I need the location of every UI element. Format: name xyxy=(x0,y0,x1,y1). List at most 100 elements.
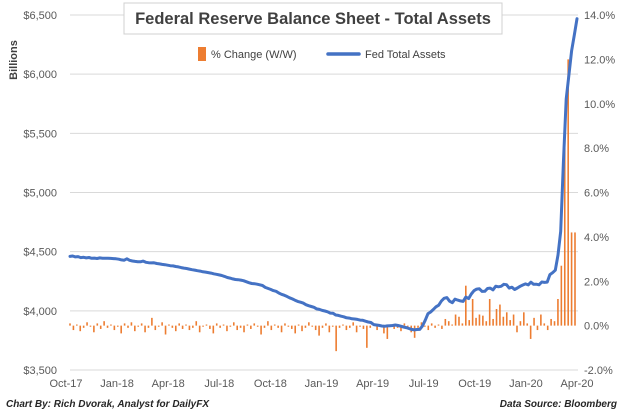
bar-pct-change xyxy=(229,325,232,327)
bar-pct-change xyxy=(420,322,423,326)
bar-pct-change xyxy=(505,312,508,326)
bar-pct-change xyxy=(437,324,440,326)
bar-pct-change xyxy=(99,325,102,329)
bar-pct-change xyxy=(253,323,256,326)
bar-pct-change xyxy=(557,299,559,326)
bar-pct-change xyxy=(212,325,215,334)
bar-pct-change xyxy=(215,323,218,326)
bar-pct-change xyxy=(574,232,576,326)
x-axis-ticks: Oct-17 Jan-18 Apr-18 Jul-18 Oct-18 Jan-19 Apr-… xyxy=(49,378,593,390)
bar-pct-change xyxy=(113,325,116,331)
bar-pct-change xyxy=(331,325,334,327)
bar-pct-change xyxy=(161,322,163,326)
bar-pct-change xyxy=(195,321,198,326)
bar-pct-change xyxy=(198,325,201,333)
legend: % Change (W/W) Fed Total Assets xyxy=(198,47,446,61)
right-tick-label: 12.0% xyxy=(584,54,615,66)
bar-pct-change xyxy=(570,232,573,326)
x-tick-label: Oct-19 xyxy=(458,378,491,390)
bar-pct-change xyxy=(495,308,498,326)
line-fed-total-assets xyxy=(68,17,579,332)
bar-pct-change xyxy=(267,321,269,326)
bar-pct-change xyxy=(468,320,471,326)
bar-pct-change xyxy=(403,323,406,326)
bar-pct-change xyxy=(144,325,146,333)
bar-pct-change xyxy=(321,325,324,328)
data-source: Data Source: Bloomberg xyxy=(500,399,617,410)
bar-pct-change xyxy=(478,314,481,326)
chart-credit: Chart By: Rich Dvorak, Analyst for Daily… xyxy=(6,399,210,410)
right-tick-label: -2.0% xyxy=(584,365,613,377)
bar-pct-change xyxy=(72,325,75,331)
bar-pct-change xyxy=(226,325,228,332)
bar-pct-change xyxy=(335,325,337,352)
bar-pct-change xyxy=(110,324,112,326)
bar-pct-change xyxy=(465,285,467,326)
legend-swatch-pct-change xyxy=(198,47,206,61)
x-tick-label: Jul-18 xyxy=(204,378,234,390)
bar-pct-change xyxy=(168,324,170,326)
right-tick-label: 4.0% xyxy=(584,232,609,244)
left-tick-label: $6,500 xyxy=(23,10,57,22)
bar-pct-change xyxy=(86,322,88,326)
bar-pct-change xyxy=(427,325,430,331)
bar-pct-change xyxy=(76,324,78,326)
bar-pct-change xyxy=(137,325,140,327)
bar-pct-change xyxy=(454,314,457,326)
bar-pct-change xyxy=(458,316,460,326)
bar-pct-change xyxy=(369,325,372,328)
bar-pct-change xyxy=(355,325,358,333)
bar-pct-change xyxy=(533,317,535,326)
bar-series-pct-change xyxy=(69,59,576,352)
bar-pct-change xyxy=(140,323,143,326)
bar-pct-change xyxy=(103,321,105,326)
bar-pct-change xyxy=(280,325,283,333)
bar-pct-change xyxy=(553,321,556,326)
right-tick-label: 6.0% xyxy=(584,188,609,200)
bar-pct-change xyxy=(366,325,368,348)
bar-pct-change xyxy=(352,322,355,326)
bar-pct-change xyxy=(205,324,208,326)
bar-pct-change xyxy=(96,323,99,326)
bar-pct-change xyxy=(219,325,221,328)
bar-pct-change xyxy=(178,323,180,326)
bar-pct-change xyxy=(294,325,297,334)
bar-pct-change xyxy=(386,325,389,339)
bar-pct-change xyxy=(277,325,279,328)
x-tick-label: Oct-17 xyxy=(49,378,82,390)
bar-pct-change xyxy=(471,299,474,326)
bar-pct-change xyxy=(82,325,85,328)
bar-pct-change xyxy=(256,325,259,327)
bar-pct-change xyxy=(499,304,501,326)
bar-pct-change xyxy=(147,325,150,328)
x-tick-label: Jan-18 xyxy=(100,378,134,390)
bar-pct-change xyxy=(185,324,187,326)
bar-pct-change xyxy=(441,325,443,329)
bar-pct-change xyxy=(509,320,511,326)
right-tick-label: 10.0% xyxy=(584,99,615,111)
left-tick-label: $5,000 xyxy=(23,188,57,200)
bar-pct-change xyxy=(301,325,303,332)
bar-pct-change xyxy=(546,325,549,331)
bar-pct-change xyxy=(430,323,433,326)
x-tick-label: Apr-20 xyxy=(560,378,593,390)
bar-pct-change xyxy=(134,325,136,332)
bar-pct-change xyxy=(461,323,464,326)
right-tick-label: 8.0% xyxy=(584,143,609,155)
bar-pct-change xyxy=(475,317,477,326)
bar-pct-change xyxy=(236,325,238,331)
y-axis-label: Billions xyxy=(8,40,20,80)
bar-pct-change xyxy=(127,325,129,328)
left-tick-label: $5,500 xyxy=(23,128,57,140)
bar-pct-change xyxy=(536,325,539,331)
bar-pct-change xyxy=(540,314,542,326)
bar-pct-change xyxy=(250,325,252,329)
left-tick-label: $4,000 xyxy=(23,306,57,318)
bar-pct-change xyxy=(314,325,317,331)
bar-pct-change xyxy=(89,325,92,327)
bar-pct-change xyxy=(482,315,484,326)
left-tick-label: $3,500 xyxy=(23,365,57,377)
left-axis-ticks: $3,500 $4,000 $4,500 $5,000 $5,500 $6,000 $6,5… xyxy=(23,10,57,377)
bar-pct-change xyxy=(246,324,249,326)
